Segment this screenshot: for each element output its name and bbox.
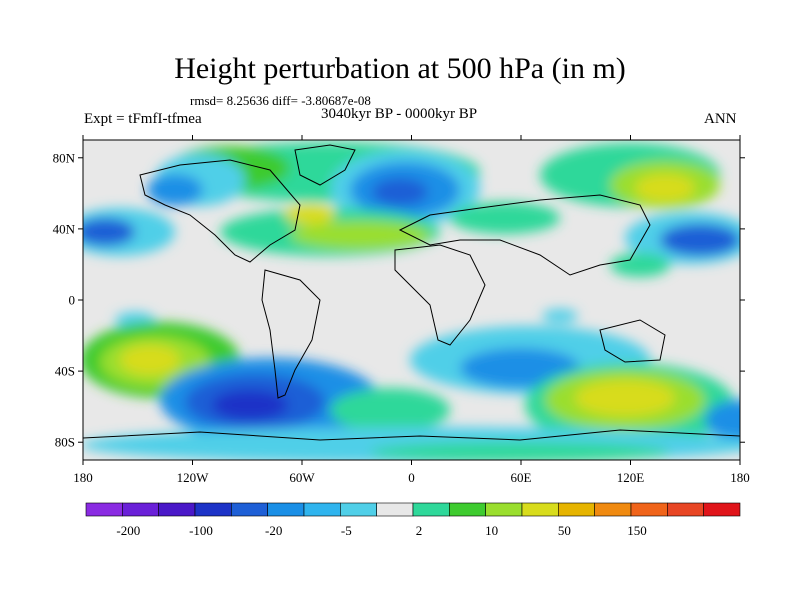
lat-tick-label: 0	[69, 293, 76, 308]
lon-tick-label: 180	[73, 470, 93, 485]
colorbar-swatch	[630, 502, 668, 517]
lat-tick-label: 80N	[53, 150, 76, 165]
colorbar-swatch	[267, 502, 305, 517]
colorbar-label: -20	[265, 523, 282, 538]
colorbar-label: -100	[189, 523, 213, 538]
colorbar-swatch	[194, 502, 232, 517]
coastlines	[83, 144, 740, 441]
experiment-label: Expt = tFmfI-tfmea	[84, 111, 202, 127]
lon-tick-label: 60W	[289, 470, 315, 485]
colorbar: -200 -100 -20 -5 2 10 50 150	[85, 502, 741, 538]
lat-tick-label: 40S	[55, 364, 75, 379]
colorbar-swatch	[485, 502, 523, 517]
lon-tick-label: 120E	[617, 470, 645, 485]
map-title: Height perturbation at 500 hPa (in m)	[174, 52, 626, 85]
statistics-line: rmsd= 8.25636 diff= -3.80687e-08	[190, 93, 371, 108]
colorbar-swatch	[303, 502, 341, 517]
lon-tick-label: 180	[730, 470, 750, 485]
season-label: ANN	[704, 111, 737, 127]
longitude-ticks: 180 120W 60W 0 60E 120E 180	[73, 135, 750, 485]
colorbar-swatch	[521, 502, 559, 517]
period-label: 3040kyr BP - 0000kyr BP	[321, 106, 478, 122]
colorbar-swatch	[340, 502, 377, 517]
colorbar-label: -200	[116, 523, 140, 538]
colorbar-swatch	[449, 502, 486, 517]
lon-tick-label: 0	[408, 470, 415, 485]
lon-tick-label: 60E	[511, 470, 532, 485]
colorbar-swatch	[231, 502, 268, 517]
colorbar-label: 2	[416, 523, 423, 538]
colorbar-label: -5	[341, 523, 352, 538]
colorbar-swatch	[703, 502, 741, 517]
latitude-ticks: 80N 40N 0 40S 80S	[53, 150, 745, 450]
contour-field	[83, 140, 740, 460]
colorbar-label: 150	[627, 523, 647, 538]
colorbar-swatch	[667, 502, 704, 517]
lat-tick-label: 80S	[55, 435, 75, 450]
colorbar-swatch	[594, 502, 632, 517]
colorbar-swatch	[558, 502, 595, 517]
colorbar-label: 10	[485, 523, 498, 538]
colorbar-swatch	[122, 502, 159, 517]
colorbar-label: 50	[558, 523, 571, 538]
colorbar-swatch	[85, 502, 123, 517]
colorbar-swatch	[412, 502, 450, 517]
lon-tick-label: 120W	[177, 470, 210, 485]
colorbar-swatch	[158, 502, 196, 517]
lat-tick-label: 40N	[53, 221, 76, 236]
colorbar-swatch	[376, 502, 414, 517]
